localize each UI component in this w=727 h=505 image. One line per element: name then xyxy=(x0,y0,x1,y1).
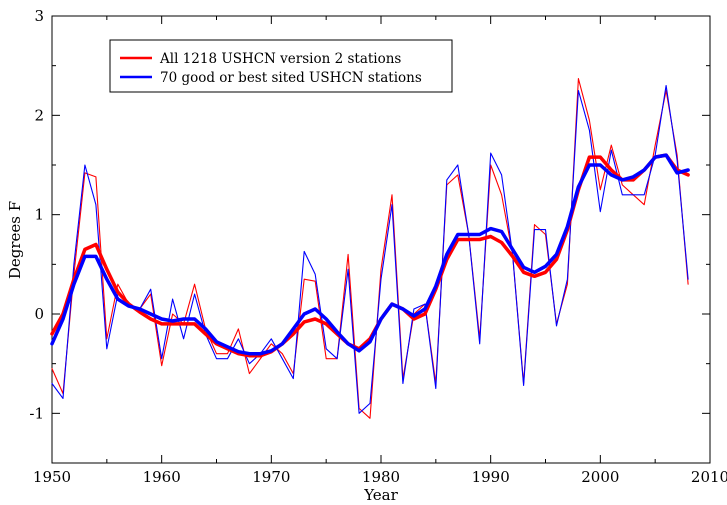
y-axis-label: Degrees F xyxy=(6,201,24,279)
x-tick-label: 1990 xyxy=(472,468,510,486)
legend-label-all-stations: All 1218 USHCN version 2 stations xyxy=(159,51,401,67)
legend-label-good-stations: 70 good or best sited USHCN stations xyxy=(160,70,422,86)
x-tick-label: 1960 xyxy=(143,468,181,486)
smoothed-good-stations-line xyxy=(52,155,688,354)
y-tick-label: 0 xyxy=(34,305,44,323)
y-tick-label: 3 xyxy=(34,7,44,25)
y-tick-label: -1 xyxy=(29,404,44,422)
series-layer xyxy=(52,79,688,419)
x-axis-label: Year xyxy=(363,486,398,504)
legend: All 1218 USHCN version 2 stations 70 goo… xyxy=(110,40,452,92)
x-tick-label: 1970 xyxy=(252,468,290,486)
annual-all-stations-line xyxy=(52,79,688,419)
x-tick-label: 1980 xyxy=(362,468,400,486)
x-tick-label: 1950 xyxy=(33,468,71,486)
smoothed-all-stations-line xyxy=(52,155,688,356)
annual-good-stations-line xyxy=(52,86,688,414)
y-tick-label: 2 xyxy=(34,106,44,124)
x-tick-label: 2010 xyxy=(691,468,727,486)
y-tick-label: 1 xyxy=(34,206,44,224)
x-tick-label: 2000 xyxy=(581,468,619,486)
